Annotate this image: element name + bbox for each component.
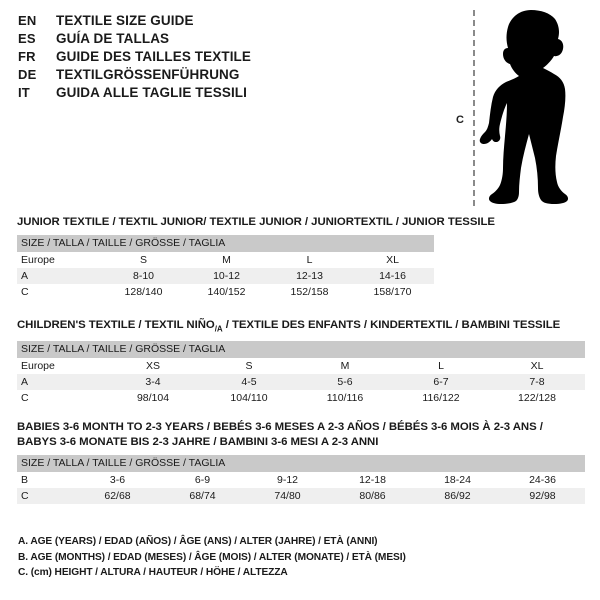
toddler-silhouette-icon xyxy=(478,8,590,213)
row-label: Europe xyxy=(17,358,105,375)
cell: 9-12 xyxy=(245,472,330,488)
table-bar-row: SIZE / TALLA / TAILLE / GRÖSSE / TAGLIA xyxy=(17,235,435,252)
language-title-block: EN TEXTILE SIZE GUIDE ES GUÍA DE TALLAS … xyxy=(18,12,438,102)
language-row: EN TEXTILE SIZE GUIDE xyxy=(18,12,438,30)
cell: XL xyxy=(351,252,435,268)
table-row: C 128/140 140/152 152/158 158/170 xyxy=(17,284,435,300)
cell: 7-8 xyxy=(489,374,586,391)
cell: 24-36 xyxy=(500,472,585,488)
cell: M xyxy=(297,358,393,375)
cell: 62/68 xyxy=(75,488,160,504)
section-title-children: CHILDREN'S TEXTILE / TEXTIL NIÑO/A / TEX… xyxy=(17,318,585,336)
row-label: Europe xyxy=(17,252,102,268)
language-row: ES GUÍA DE TALLAS xyxy=(18,30,438,48)
cell: 110/116 xyxy=(297,390,393,407)
junior-size-table: SIZE / TALLA / TAILLE / GRÖSSE / TAGLIA … xyxy=(17,235,435,300)
cell: 6-7 xyxy=(393,374,489,391)
size-bar-label: SIZE / TALLA / TAILLE / GRÖSSE / TAGLIA xyxy=(17,341,586,359)
cell: S xyxy=(201,358,297,375)
language-title: TEXTILE SIZE GUIDE xyxy=(56,13,194,28)
cell: 3-4 xyxy=(105,374,201,391)
language-title: GUIDA ALLE TAGLIE TESSILI xyxy=(56,85,247,100)
section-title-children-sub: /A xyxy=(214,324,223,334)
cell: L xyxy=(393,358,489,375)
cell: 86/92 xyxy=(415,488,500,504)
cell: M xyxy=(185,252,268,268)
language-row: FR GUIDE DES TAILLES TEXTILE xyxy=(18,48,438,66)
legend-line-c: C. (cm) HEIGHT / ALTURA / HAUTEUR / HÖHE… xyxy=(18,567,288,578)
row-label: A xyxy=(17,374,105,391)
cell: 152/158 xyxy=(268,284,351,300)
language-title: TEXTILGRÖSSENFÜHRUNG xyxy=(56,67,240,82)
legend-line-b: B. AGE (MONTHS) / EDAD (MESES) / ÂGE (MO… xyxy=(18,551,406,563)
cell: 12-13 xyxy=(268,268,351,284)
cell: 18-24 xyxy=(415,472,500,488)
size-bar-label: SIZE / TALLA / TAILLE / GRÖSSE / TAGLIA xyxy=(17,235,435,252)
cell: 14-16 xyxy=(351,268,435,284)
legend-block: A. AGE (YEARS) / EDAD (AÑOS) / ÂGE (ANS)… xyxy=(18,534,406,581)
section-title-babies: BABIES 3-6 MONTH TO 2-3 YEARS / BEBÉS 3-… xyxy=(17,420,585,450)
cell: 5-6 xyxy=(297,374,393,391)
cell: 92/98 xyxy=(500,488,585,504)
cell: 98/104 xyxy=(105,390,201,407)
cell: L xyxy=(268,252,351,268)
height-measure-label: C xyxy=(456,114,464,126)
language-row: DE TEXTILGRÖSSENFÜHRUNG xyxy=(18,66,438,84)
language-code: ES xyxy=(18,31,36,46)
children-size-table: SIZE / TALLA / TAILLE / GRÖSSE / TAGLIA … xyxy=(17,341,586,407)
cell: 6-9 xyxy=(160,472,245,488)
cell: 10-12 xyxy=(185,268,268,284)
language-title: GUÍA DE TALLAS xyxy=(56,31,170,46)
table-row: Europe XS S M L XL xyxy=(17,358,586,375)
row-label: C xyxy=(17,390,105,407)
size-bar-label: SIZE / TALLA / TAILLE / GRÖSSE / TAGLIA xyxy=(17,455,585,472)
table-row: B 3-6 6-9 9-12 12-18 18-24 24-36 xyxy=(17,472,585,488)
cell: 74/80 xyxy=(245,488,330,504)
table-row: C 62/68 68/74 74/80 80/86 86/92 92/98 xyxy=(17,488,585,504)
cell: 4-5 xyxy=(201,374,297,391)
section-childrens-textile: CHILDREN'S TEXTILE / TEXTIL NIÑO/A / TEX… xyxy=(17,318,586,407)
row-label: C xyxy=(17,284,102,300)
language-code: IT xyxy=(18,85,30,100)
row-label: A xyxy=(17,268,102,284)
language-code: EN xyxy=(18,13,37,28)
cell: 104/110 xyxy=(201,390,297,407)
cell: 140/152 xyxy=(185,284,268,300)
cell: 12-18 xyxy=(330,472,415,488)
legend-line-a: A. AGE (YEARS) / EDAD (AÑOS) / ÂGE (ANS)… xyxy=(18,536,378,547)
section-junior-textile: JUNIOR TEXTILE / TEXTIL JUNIOR/ TEXTILE … xyxy=(17,215,495,300)
table-row: A 3-4 4-5 5-6 6-7 7-8 xyxy=(17,374,586,391)
cell: 122/128 xyxy=(489,390,586,407)
section-title-babies-line1: BABIES 3-6 MONTH TO 2-3 YEARS / BEBÉS 3-… xyxy=(17,421,543,433)
table-bar-row: SIZE / TALLA / TAILLE / GRÖSSE / TAGLIA xyxy=(17,455,585,472)
height-figure: C xyxy=(445,8,595,208)
language-code: FR xyxy=(18,49,36,64)
row-label: B xyxy=(17,472,75,488)
cell: 68/74 xyxy=(160,488,245,504)
table-row: C 98/104 104/110 110/116 116/122 122/128 xyxy=(17,390,586,407)
language-code: DE xyxy=(18,67,37,82)
section-title-children-part2: / TEXTILE DES ENFANTS / KINDERTEXTIL / B… xyxy=(222,319,561,331)
row-label: C xyxy=(17,488,75,504)
table-row: Europe S M L XL xyxy=(17,252,435,268)
cell: XS xyxy=(105,358,201,375)
cell: 80/86 xyxy=(330,488,415,504)
height-measure-dashed-line xyxy=(473,10,475,206)
language-title: GUIDE DES TAILLES TEXTILE xyxy=(56,49,252,64)
section-title-junior: JUNIOR TEXTILE / TEXTIL JUNIOR/ TEXTILE … xyxy=(17,216,495,228)
language-row: IT GUIDA ALLE TAGLIE TESSILI xyxy=(18,84,438,102)
section-title-babies-line2: BABYS 3-6 MONATE BIS 2-3 JAHRE / BAMBINI… xyxy=(17,436,379,448)
cell: 158/170 xyxy=(351,284,435,300)
section-title-children-part1: CHILDREN'S TEXTILE / TEXTIL NIÑO xyxy=(17,319,215,331)
cell: 8-10 xyxy=(102,268,185,284)
cell: S xyxy=(102,252,185,268)
section-babies-textile: BABIES 3-6 MONTH TO 2-3 YEARS / BEBÉS 3-… xyxy=(17,420,585,504)
cell: 128/140 xyxy=(102,284,185,300)
table-bar-row: SIZE / TALLA / TAILLE / GRÖSSE / TAGLIA xyxy=(17,341,586,359)
babies-size-table: SIZE / TALLA / TAILLE / GRÖSSE / TAGLIA … xyxy=(17,455,585,504)
cell: 3-6 xyxy=(75,472,160,488)
cell: XL xyxy=(489,358,586,375)
cell: 116/122 xyxy=(393,390,489,407)
table-row: A 8-10 10-12 12-13 14-16 xyxy=(17,268,435,284)
